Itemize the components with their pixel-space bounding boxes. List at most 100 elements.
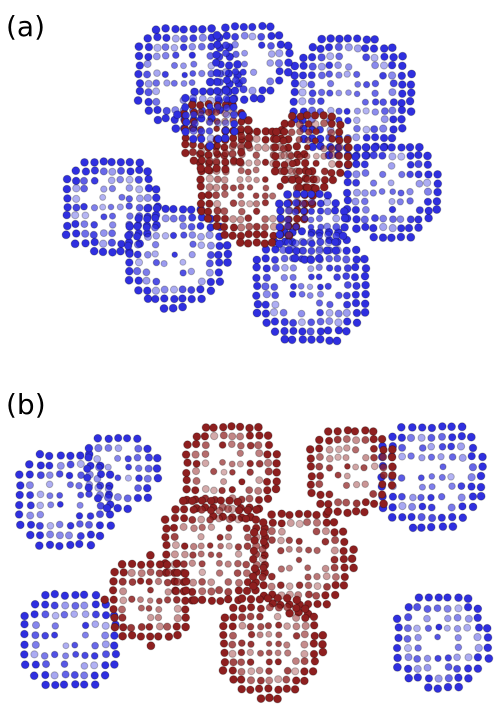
point: [388, 72, 395, 79]
point: [336, 144, 343, 151]
point: [296, 538, 302, 544]
point: [308, 191, 315, 198]
point: [298, 319, 305, 326]
point: [371, 454, 378, 461]
point: [415, 216, 422, 223]
point: [269, 537, 276, 544]
point: [204, 166, 212, 174]
point: [246, 176, 252, 182]
point: [296, 547, 302, 553]
point: [344, 265, 351, 272]
point: [42, 601, 49, 608]
point: [308, 217, 314, 223]
point: [247, 686, 255, 694]
point: [231, 87, 239, 95]
point: [240, 86, 247, 93]
point: [172, 125, 180, 133]
point: [343, 292, 350, 299]
point: [259, 573, 266, 580]
point: [454, 654, 461, 661]
point: [15, 501, 23, 509]
point: [398, 434, 406, 442]
point: [32, 641, 39, 648]
point: [235, 544, 242, 551]
point: [190, 157, 198, 165]
point: [213, 164, 221, 172]
point: [171, 44, 178, 51]
point: [78, 492, 84, 498]
point: [171, 295, 179, 303]
point: [255, 442, 262, 449]
point: [108, 204, 114, 210]
point: [458, 494, 465, 501]
point: [36, 522, 43, 529]
point: [190, 579, 197, 586]
point: [304, 519, 311, 526]
point: [415, 634, 422, 641]
point: [390, 126, 398, 134]
point: [370, 435, 378, 443]
point: [91, 672, 98, 679]
point: [335, 62, 342, 69]
point: [111, 623, 119, 631]
point: [31, 651, 38, 658]
point: [155, 614, 162, 621]
point: [199, 524, 206, 531]
point: [277, 214, 285, 222]
point: [301, 668, 309, 676]
point: [293, 633, 300, 640]
point: [265, 685, 273, 693]
point: [90, 231, 97, 238]
point: [259, 22, 267, 30]
point: [352, 246, 360, 254]
point: [280, 145, 287, 152]
point: [91, 238, 99, 246]
point: [240, 69, 246, 75]
point: [197, 286, 205, 294]
point: [147, 598, 153, 604]
point: [449, 483, 456, 490]
point: [335, 128, 343, 136]
point: [276, 231, 284, 239]
point: [134, 223, 142, 231]
point: [145, 43, 153, 51]
point: [361, 216, 368, 223]
point: [457, 443, 464, 450]
point: [119, 578, 126, 585]
point: [393, 615, 401, 623]
point: [134, 241, 141, 248]
point: [213, 222, 221, 230]
point: [144, 251, 151, 258]
point: [127, 213, 134, 220]
point: [192, 468, 199, 475]
point: [434, 188, 442, 196]
point: [267, 23, 275, 31]
point: [308, 224, 314, 230]
point: [316, 190, 324, 198]
point: [219, 423, 227, 431]
point: [479, 453, 487, 461]
point: [230, 224, 237, 231]
point: [341, 224, 349, 232]
point: [144, 445, 152, 453]
point: [87, 513, 94, 520]
point: [128, 560, 136, 568]
point: [296, 557, 302, 563]
point: [107, 522, 115, 530]
point: [180, 223, 187, 230]
point: [190, 95, 197, 102]
point: [219, 487, 226, 494]
point: [352, 291, 359, 298]
point: [424, 615, 431, 622]
point: [90, 247, 98, 255]
point: [353, 309, 361, 317]
point: [46, 462, 53, 469]
point: [315, 436, 323, 444]
point: [276, 223, 283, 230]
point: [380, 134, 388, 142]
point: [21, 651, 29, 659]
point: [36, 450, 44, 458]
point: [87, 541, 95, 549]
point: [25, 461, 33, 469]
point: [344, 108, 350, 114]
